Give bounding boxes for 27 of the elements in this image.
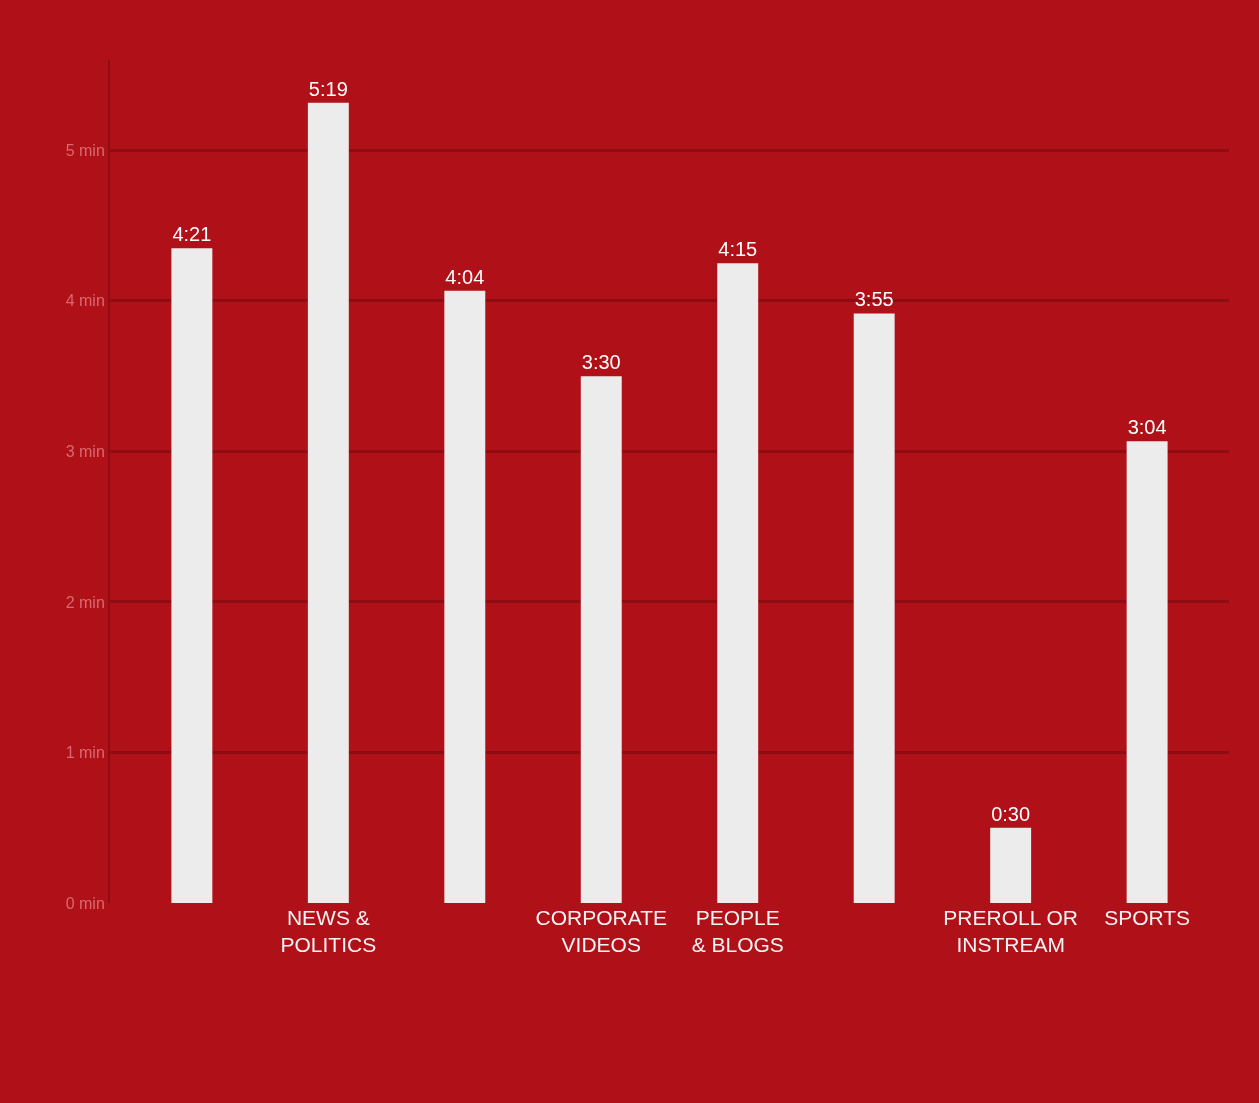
bar xyxy=(444,290,486,903)
data-label: 3:55 xyxy=(854,288,894,311)
y-tick-label: 2 min xyxy=(65,593,105,611)
y-tick-label: 4 min xyxy=(65,292,105,310)
bar xyxy=(717,263,759,903)
x-tick-label: PREROLL OR INSTREAM xyxy=(943,906,1078,957)
data-label: 4:15 xyxy=(718,238,758,261)
data-label: 3:30 xyxy=(581,351,621,374)
bar xyxy=(1126,441,1168,903)
x-tick-label: CORPORATE VIDEOS xyxy=(535,906,667,957)
y-tick-label: 3 min xyxy=(65,442,105,460)
data-label: 0:30 xyxy=(991,802,1031,825)
y-tick-label: 0 min xyxy=(65,894,105,912)
bar xyxy=(307,102,349,903)
bar xyxy=(990,827,1032,903)
x-tick-label: NEWS & POLITICS xyxy=(280,906,377,957)
x-tick-label: SPORTS xyxy=(1104,906,1191,929)
data-label: 3:04 xyxy=(1127,416,1167,439)
data-label: 4:21 xyxy=(172,223,212,246)
bar xyxy=(171,248,213,903)
y-tick-label: 5 min xyxy=(65,141,105,159)
data-label: 4:04 xyxy=(445,265,485,288)
x-tick-label: PEOPLE & BLOGS xyxy=(691,906,784,957)
y-tick-label: 1 min xyxy=(65,744,105,762)
data-label: 5:19 xyxy=(308,77,348,100)
bar xyxy=(853,313,895,903)
bar xyxy=(580,376,622,903)
